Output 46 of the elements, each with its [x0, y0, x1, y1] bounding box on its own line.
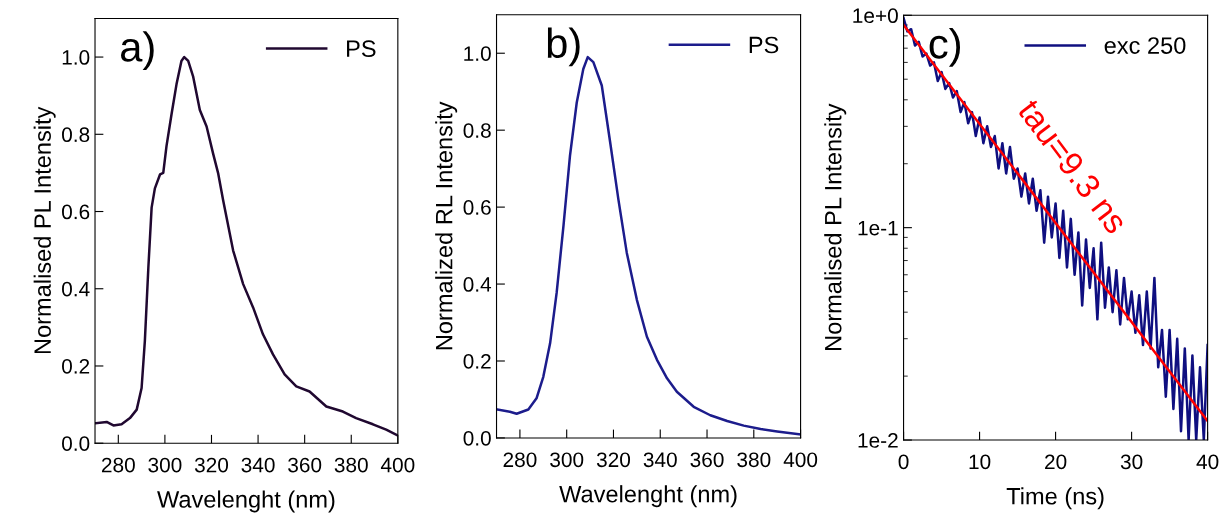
annotation: b) — [547, 27, 580, 67]
annotation: c) — [929, 28, 961, 67]
x-tick-label: 380 — [334, 457, 368, 473]
x-tick-label: 400 — [783, 452, 818, 468]
y-tick-label: 0.8 — [463, 123, 491, 138]
y-tick-label: 1e+0 — [853, 8, 898, 24]
legend-label: PS — [347, 40, 376, 58]
x-tick-label: 380 — [737, 452, 771, 468]
x-tick-label: 300 — [550, 452, 584, 468]
x-tick-label: 280 — [503, 452, 537, 468]
y-tick-label: 0.0 — [463, 430, 491, 446]
x-tick-label: 10 — [969, 454, 991, 470]
x-tick-label: 280 — [101, 457, 135, 473]
y-tick-label: 1e-2 — [858, 433, 898, 448]
y-tick-label: 0.4 — [463, 277, 492, 292]
x-tick-label: 320 — [596, 452, 631, 468]
legend-label: PS — [749, 36, 779, 54]
y-tick-label: 0.6 — [463, 200, 491, 215]
y-tick-label: 0.2 — [62, 358, 90, 374]
y-axis-title: Normalized RL Intensity — [435, 101, 458, 350]
y-axis-title: Normalised PL Intensity — [824, 103, 847, 350]
y-tick-label: 0.2 — [463, 354, 491, 369]
x-tick-label: 0 — [898, 454, 909, 470]
x-axis-title: Wavelenght (nm) — [559, 485, 737, 508]
x-tick-label: 30 — [1120, 454, 1143, 470]
x-tick-label: 340 — [241, 457, 275, 473]
y-tick-label: 1.0 — [464, 46, 491, 61]
x-tick-label: 400 — [380, 457, 415, 473]
y-tick-label: 0.4 — [62, 281, 90, 297]
x-tick-label: 40 — [1196, 454, 1219, 470]
y-tick-label: 0.8 — [62, 127, 90, 143]
legend-label: exc 250 — [1104, 37, 1186, 54]
y-tick-label: 1.0 — [62, 50, 90, 65]
y-axis-title: Normalised PL Intensity — [33, 106, 56, 354]
y-tick-label: 0.6 — [62, 204, 90, 220]
y-tick-label: 1e-1 — [858, 220, 898, 236]
x-tick-label: 320 — [194, 457, 229, 473]
y-tick-label: 0.0 — [62, 436, 90, 451]
x-tick-label: 340 — [643, 452, 677, 468]
annotation: a) — [121, 31, 154, 71]
x-tick-label: 360 — [288, 457, 322, 473]
x-tick-label: 360 — [690, 452, 724, 468]
x-tick-label: 300 — [148, 457, 182, 473]
x-axis-title: Wavelenght (nm) — [157, 490, 335, 513]
x-tick-label: 20 — [1045, 454, 1067, 470]
x-axis-title: Time (ns) — [1006, 487, 1104, 510]
